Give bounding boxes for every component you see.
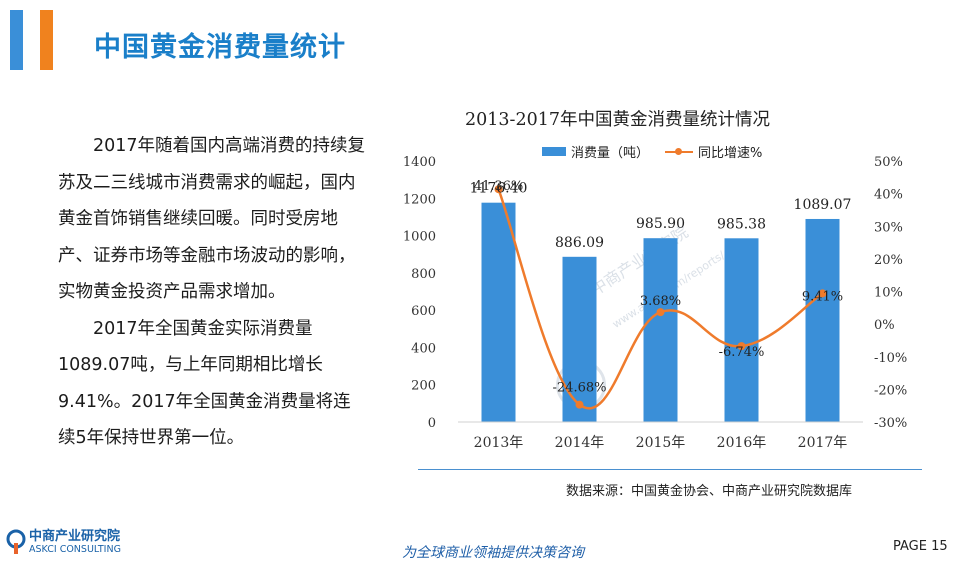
legend-label-bar: 消费量（吨） xyxy=(571,146,650,161)
bar-value-label: 985.38 xyxy=(717,216,766,232)
logo-text-en: ASKCI CONSULTING xyxy=(29,543,121,555)
bar xyxy=(805,218,840,422)
y-right-tick-label: 0% xyxy=(874,318,895,333)
bar xyxy=(643,238,678,422)
chart-title: 2013-2017年中国黄金消费量统计情况 xyxy=(465,110,770,130)
paragraph-1: 2017年随着国内高端消费的持续复苏及二三线城市消费需求的崛起，国内黄金首饰销售… xyxy=(58,136,366,302)
bar xyxy=(481,202,516,422)
company-logo: 中商产业研究院 ASKCI CONSULTING xyxy=(6,529,121,555)
growth-point xyxy=(818,289,827,298)
growth-value-label: 3.68% xyxy=(640,294,681,309)
paragraph-2: 2017年全国黄金实际消费量1089.07吨，与上年同期相比增长9.41%。20… xyxy=(58,318,351,449)
accent-bar-orange xyxy=(40,10,53,70)
growth-point xyxy=(737,342,746,351)
logo-icon xyxy=(6,529,26,554)
bar-value-label: 1089.07 xyxy=(794,197,852,213)
growth-line xyxy=(497,188,824,410)
x-tick-label: 2014年 xyxy=(555,435,605,451)
legend-swatch-bar xyxy=(542,147,566,156)
source-text: 数据来源：中国黄金协会、中商产业研究院数据库 xyxy=(566,484,853,499)
x-tick-label: 2017年 xyxy=(798,435,848,451)
page-number: PAGE 15 xyxy=(893,539,948,554)
bar-value-label: 886.09 xyxy=(555,235,604,251)
bar-value-label: 1176.40 xyxy=(470,181,528,197)
y-right-tick-label: -30% xyxy=(874,416,907,431)
legend-label-line: 同比增速% xyxy=(698,146,763,161)
y-right-tick-label: 10% xyxy=(874,286,903,301)
body-text: 2017年随着国内高端消费的持续复苏及二三线城市消费需求的崛起，国内黄金首饰销售… xyxy=(58,128,368,457)
y-right-tick-label: -10% xyxy=(874,351,907,366)
y-left-tick-label: 400 xyxy=(411,341,436,356)
logo-text-cn: 中商产业研究院 xyxy=(29,528,121,544)
y-right-tick-label: 20% xyxy=(874,253,903,268)
legend-swatch-line xyxy=(665,146,694,158)
y-left-tick-label: 800 xyxy=(411,267,436,282)
y-right-tick-label: 50% xyxy=(874,155,903,170)
chart-legend: 消费量（吨） 同比增速% xyxy=(542,142,778,161)
y-left-tick-label: 200 xyxy=(411,379,436,394)
accent-bar-blue xyxy=(10,10,23,70)
legend-item-line: 同比增速% xyxy=(665,142,762,161)
x-tick-label: 2015年 xyxy=(636,435,686,451)
growth-point xyxy=(656,308,665,317)
growth-value-label: -6.74% xyxy=(719,345,765,360)
growth-value-label: 9.41% xyxy=(802,289,843,304)
bar-value-label: 985.90 xyxy=(636,216,685,232)
y-right-tick-label: 30% xyxy=(874,220,903,235)
y-right-tick-label: -20% xyxy=(874,383,907,398)
source-divider xyxy=(418,469,922,470)
x-tick-label: 2013年 xyxy=(474,435,524,451)
y-left-tick-label: 0 xyxy=(428,416,436,431)
y-left-tick-label: 1000 xyxy=(403,230,436,245)
legend-item-bar: 消费量（吨） xyxy=(542,142,649,161)
growth-value-label: -24.68% xyxy=(553,381,607,396)
bar xyxy=(724,238,759,422)
y-left-tick-label: 1200 xyxy=(403,192,436,207)
growth-value-label: 41.36% xyxy=(474,179,524,194)
growth-point xyxy=(575,400,584,409)
y-left-tick-label: 600 xyxy=(411,304,436,319)
bar xyxy=(562,256,597,422)
footer-slogan: 为全球商业领袖提供决策咨询 xyxy=(402,545,584,561)
y-right-tick-label: 40% xyxy=(874,188,903,203)
y-left-tick-label: 1400 xyxy=(403,155,436,170)
x-tick-label: 2016年 xyxy=(717,435,767,451)
growth-point xyxy=(494,185,503,194)
page-title: 中国黄金消费量统计 xyxy=(94,32,346,63)
